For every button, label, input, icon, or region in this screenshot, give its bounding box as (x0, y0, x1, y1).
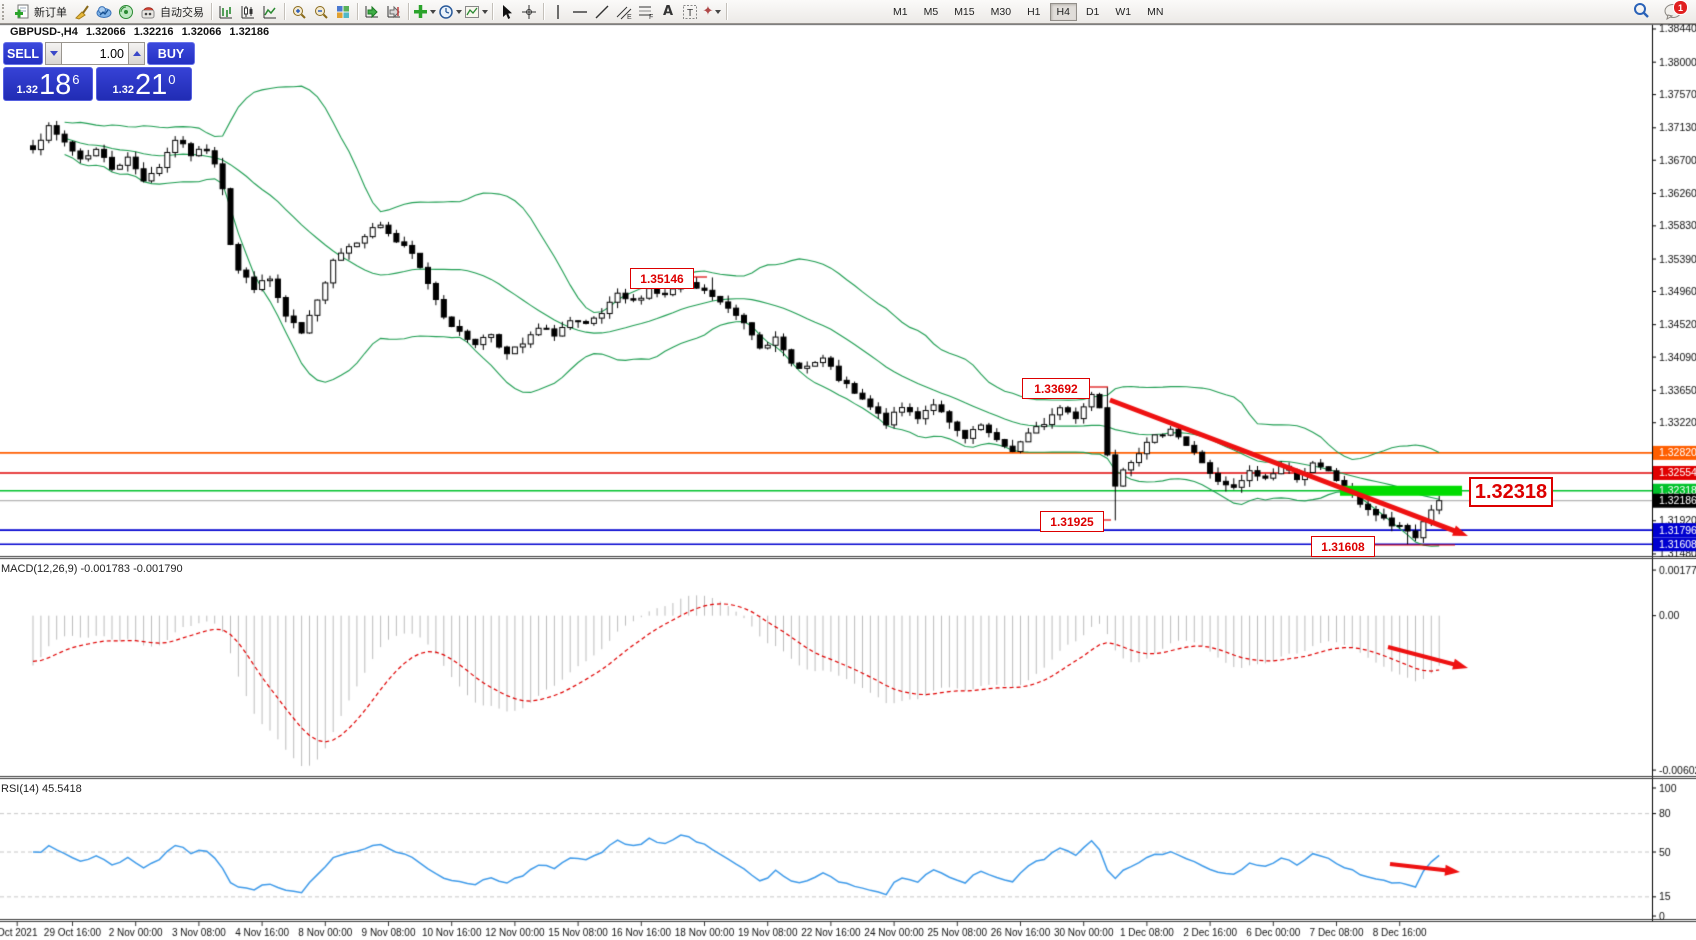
svg-text:E: E (627, 14, 632, 20)
cursor-icon[interactable] (497, 2, 517, 22)
new-order-label[interactable]: 新订单 (34, 6, 67, 19)
svg-text:F: F (649, 14, 653, 20)
fibonacci-icon[interactable]: F (636, 2, 656, 22)
toolbar-separator (211, 3, 212, 20)
toolbar-separator (543, 3, 544, 20)
price-callout-1.35146[interactable]: 1.35146 (630, 268, 694, 289)
notifications-icon[interactable]: 1 (1663, 0, 1688, 21)
tab-m15[interactable]: M15 (954, 5, 975, 18)
rsi-label: RSI(14) 45.5418 (1, 783, 82, 795)
quote-high: 1.32216 (133, 26, 174, 38)
broom-icon[interactable] (72, 2, 92, 22)
svg-text:T: T (687, 8, 693, 19)
volume-decrease-button[interactable] (45, 42, 62, 65)
equidistant-channel-icon[interactable]: E (614, 2, 634, 22)
search-icon[interactable] (1631, 1, 1651, 21)
quote-close: 1.32186 (229, 26, 270, 38)
tile-windows-icon[interactable] (333, 2, 353, 22)
tab-m5[interactable]: M5 (923, 5, 939, 18)
crosshair-icon[interactable] (519, 2, 539, 22)
tab-w1[interactable]: W1 (1115, 5, 1132, 18)
vertical-line-icon[interactable] (548, 2, 568, 22)
sell-price-display[interactable]: 1.32 18 6 (3, 67, 93, 101)
periods-clock-icon[interactable] (438, 2, 462, 22)
timeframe-group: M1 M5 M15 M30 H1 H4 D1 W1 MN (885, 0, 1171, 23)
buy-price-display[interactable]: 1.32 21 0 (96, 67, 192, 101)
toolbar-separator (357, 3, 358, 20)
tab-d1[interactable]: D1 (1085, 5, 1100, 18)
auto-trading-label[interactable]: 自动交易 (160, 6, 204, 19)
sell-button[interactable]: SELL (3, 42, 43, 65)
text-label-icon[interactable]: T (680, 2, 700, 22)
zoom-out-icon[interactable] (311, 2, 331, 22)
volume-increase-button[interactable] (128, 42, 145, 65)
text-icon[interactable]: A (662, 4, 674, 19)
price-callout-1.32318[interactable]: 1.32318 (1469, 477, 1553, 507)
tab-mn[interactable]: MN (1147, 5, 1164, 18)
quote-low: 1.32066 (181, 26, 222, 38)
symbol-period: GBPUSD-,H4 (10, 26, 78, 38)
indicator-profile-icon[interactable] (362, 2, 382, 22)
trendline-icon[interactable] (592, 2, 612, 22)
templates-icon[interactable] (464, 2, 488, 22)
signal-icon[interactable] (116, 2, 136, 22)
zoom-in-icon[interactable] (289, 2, 309, 22)
toolbar-separator (408, 3, 409, 20)
notification-count-badge: 1 (1673, 0, 1688, 15)
indicator-profile-alt-icon[interactable] (384, 2, 404, 22)
toolbar-separator (726, 3, 727, 20)
publish-cloud-icon[interactable] (94, 2, 114, 22)
quote-header: GBPUSD-,H4 1.32066 1.32216 1.32066 1.321… (10, 26, 274, 38)
quote-open: 1.32066 (85, 26, 126, 38)
tab-h4[interactable]: H4 (1049, 2, 1077, 21)
price-callout-1.33692[interactable]: 1.33692 (1022, 378, 1090, 399)
new-order-icon[interactable] (12, 2, 32, 22)
buy-button[interactable]: BUY (147, 42, 195, 65)
line-chart-mode-icon[interactable] (260, 2, 280, 22)
toolbar-separator (284, 3, 285, 20)
tab-h1[interactable]: H1 (1027, 5, 1041, 18)
toolbar: 新订单 自动交易 (0, 0, 1696, 24)
candlestick-mode-icon[interactable] (238, 2, 258, 22)
toolbar-separator (492, 3, 493, 20)
price-callout-1.31925[interactable]: 1.31925 (1040, 511, 1104, 532)
toolbar-grip[interactable] (2, 3, 9, 20)
horizontal-line-icon[interactable] (570, 2, 590, 22)
tab-m30[interactable]: M30 (990, 5, 1012, 18)
add-indicator-icon[interactable] (413, 2, 436, 22)
volume-input[interactable] (62, 42, 128, 65)
macd-label: MACD(12,26,9) -0.001783 -0.001790 (1, 563, 183, 575)
bar-chart-mode-icon[interactable] (216, 2, 236, 22)
auto-trading-icon[interactable] (138, 2, 158, 22)
arrow-shapes-icon[interactable]: ✦ (702, 2, 722, 22)
price-callout-1.31608[interactable]: 1.31608 (1311, 536, 1375, 557)
tab-m1[interactable]: M1 (893, 5, 908, 18)
